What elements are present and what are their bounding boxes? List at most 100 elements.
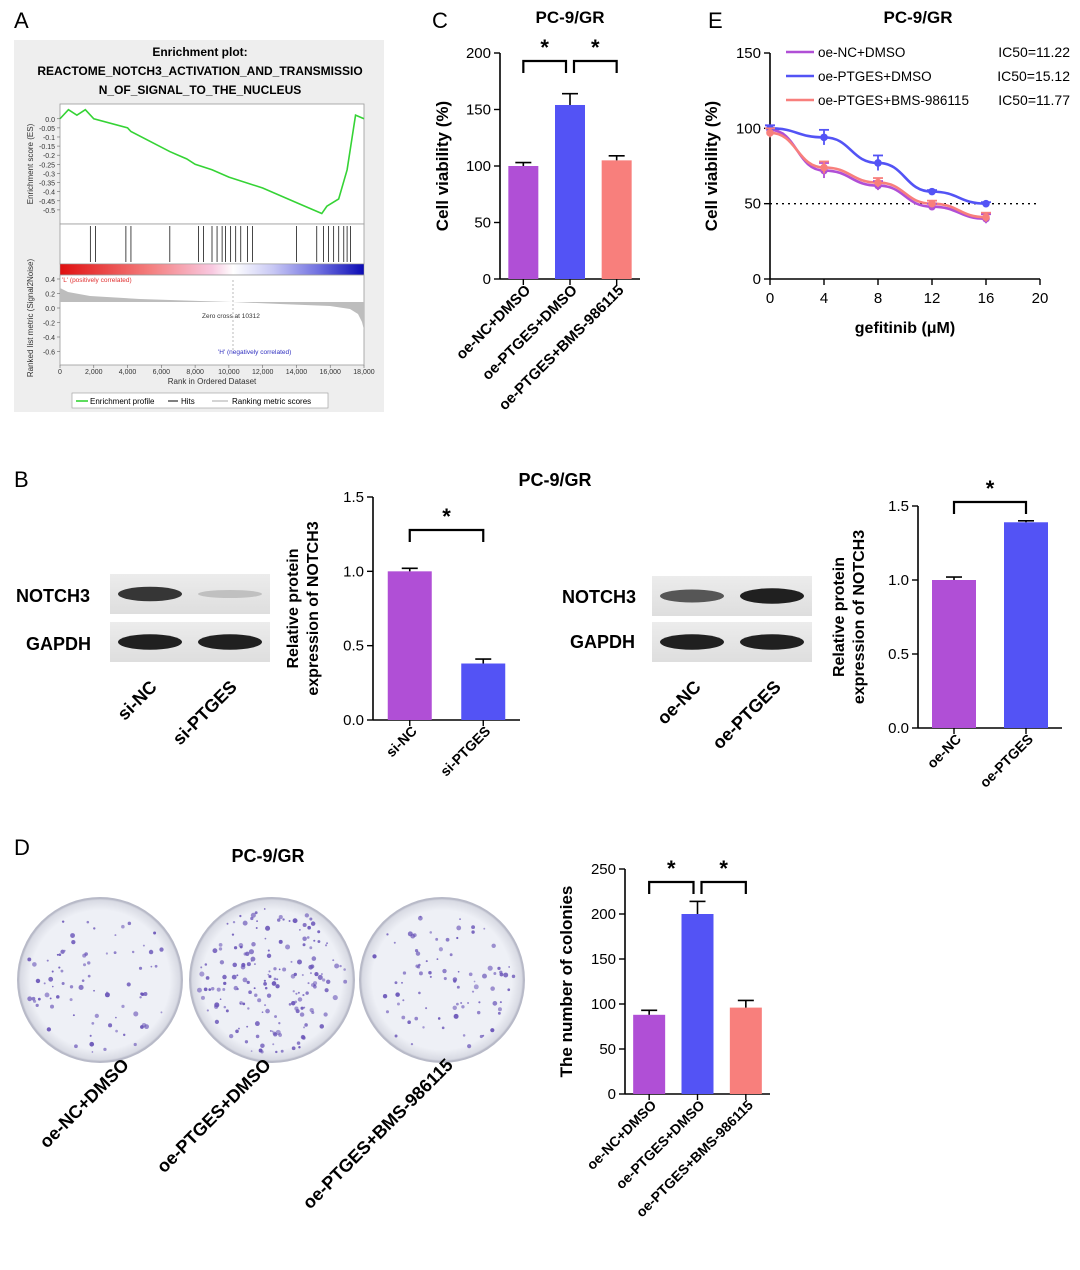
colony-dot: [508, 966, 510, 968]
colony-dot: [218, 947, 223, 951]
y-tick-label: 0.5: [343, 638, 364, 655]
colony-dot: [250, 960, 253, 962]
colony-dot: [50, 1004, 55, 1009]
colony-dot: [343, 968, 346, 971]
culture-dish-3: [359, 897, 525, 1063]
colony-dot: [306, 936, 310, 939]
y-tick-label: 1.0: [888, 572, 909, 589]
gsea-title-line1: Enrichment plot:: [152, 45, 247, 59]
colony-dot: [204, 963, 208, 966]
colony-dot: [44, 992, 50, 998]
colony-dot: [115, 1029, 118, 1033]
colony-dot: [407, 1020, 411, 1025]
colony-dot: [93, 989, 95, 992]
colony-dot: [437, 1017, 441, 1020]
colony-dot: [314, 971, 319, 977]
colony-dot: [438, 947, 443, 952]
colony-dot: [497, 1011, 501, 1015]
colony-dot: [239, 914, 242, 918]
colony-dot: [310, 964, 315, 969]
colony-dot: [299, 1012, 305, 1017]
dish-label-2: oe-PTGES+DMSO: [153, 1055, 275, 1177]
gsea-x-tick-label: 16,000: [320, 369, 342, 376]
legend-label-series-1: oe-NC+DMSO: [818, 45, 905, 60]
colony-dot: [396, 1002, 400, 1006]
legend-ic50-series-1: IC50=11.22: [998, 44, 1070, 60]
colony-dot: [456, 936, 459, 940]
panel-letter-e: E: [708, 8, 723, 33]
gsea-es-tick-label: -0.5: [43, 208, 55, 215]
colony-dot: [56, 995, 60, 999]
y-tick-label: 0.5: [888, 646, 909, 663]
panel-b-left-bars: 0.0 0.5 1.0 1.5 si-NC si-PTGES * Relative prote…: [285, 489, 520, 779]
colony-dot: [81, 979, 85, 982]
colony-dot: [250, 912, 256, 918]
colony-dot: [482, 973, 487, 979]
gsea-rank-tick-label: 0.4: [45, 277, 55, 284]
colony-dot: [89, 1034, 92, 1037]
gsea-heat-strip: [59, 263, 365, 276]
colony-dot: [143, 991, 148, 997]
panel-b-right-bars: 0.0 0.5 1.0 1.5 oe-NC oe-PTGES * Relative prote…: [831, 476, 1062, 791]
colony-dot: [304, 913, 310, 918]
colony-dot: [265, 925, 271, 931]
colony-dot: [292, 990, 295, 993]
colony-dot: [263, 982, 267, 986]
colony-dot: [127, 921, 132, 926]
colony-dot: [93, 927, 96, 930]
colony-dot: [254, 911, 258, 915]
colony-dot: [46, 959, 49, 962]
colony-dot: [303, 1026, 306, 1029]
colony-dot: [302, 943, 306, 947]
colony-dot: [313, 984, 316, 987]
blot-right-row-gapdh: GAPDH: [570, 632, 635, 652]
y-tick-label: 1.0: [343, 563, 364, 580]
colony-dot: [27, 957, 32, 962]
colony-dot: [385, 1010, 390, 1014]
colony-dot: [323, 1012, 328, 1017]
colony-dot: [273, 977, 277, 981]
colony-dot: [302, 922, 307, 928]
x-tick-label: 4: [820, 290, 828, 307]
colony-dot: [499, 970, 503, 974]
colony-dot: [422, 1026, 425, 1029]
colony-dot: [303, 1006, 306, 1009]
colony-dot: [91, 1021, 95, 1025]
colony-dot: [250, 916, 254, 921]
y-tick-label: 150: [591, 951, 616, 968]
colony-dot: [69, 998, 73, 1002]
blot-band-gapdh-lane-2: [740, 634, 804, 650]
colony-dot: [418, 971, 423, 976]
colony-dot: [339, 964, 342, 968]
y-axis-label-line2: expression of NOTCH3: [851, 530, 868, 704]
bar-si-nc: [387, 571, 432, 720]
colony-dot: [261, 1011, 264, 1013]
colony-dot: [159, 947, 164, 952]
colony-dot: [239, 1001, 243, 1005]
colony-dot: [382, 993, 388, 999]
y-tick-label: 0.0: [888, 720, 909, 737]
colony-dot: [302, 993, 305, 997]
gsea-es-tick-label: -0.4: [43, 190, 55, 197]
x-axis-label: gefitinib (μM): [855, 320, 955, 337]
panel-letter-d: D: [14, 835, 30, 860]
colony-dot: [322, 978, 326, 982]
panel-e-dose-response: 0 50 100 150 0 4 8 12 16 20 gefitinib (μM) Cell via…: [702, 8, 1070, 337]
colony-dot: [456, 925, 462, 931]
colony-dot: [503, 972, 509, 978]
colony-dot: [285, 944, 291, 950]
colony-dot: [471, 930, 475, 934]
y-tick-label: 100: [736, 120, 761, 137]
colony-dot: [35, 978, 41, 984]
colony-dot: [238, 943, 244, 948]
colony-dot: [473, 984, 479, 990]
colony-dot: [457, 970, 460, 973]
colony-dot: [31, 996, 36, 1001]
y-tick-label: 50: [599, 1041, 616, 1058]
colony-dot: [121, 924, 125, 929]
panel-letter-c: C: [432, 8, 448, 33]
colony-dot: [442, 968, 447, 974]
colony-dot: [212, 948, 218, 954]
gsea-es-tick-label: -0.2: [43, 153, 55, 160]
colony-dot: [231, 933, 235, 936]
